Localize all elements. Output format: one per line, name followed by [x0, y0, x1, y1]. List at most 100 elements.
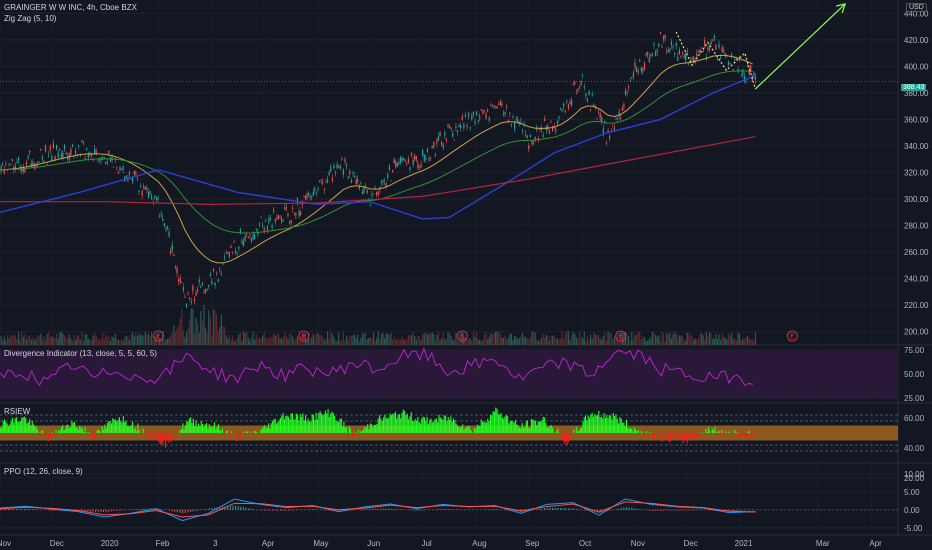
volume-bar [5, 340, 7, 345]
volume-bar [449, 332, 451, 345]
volume-bar [410, 334, 413, 345]
rsiew-bar [356, 433, 358, 438]
rsiew-bar [695, 433, 698, 437]
volume-bar [445, 339, 448, 345]
candle-body [363, 186, 365, 194]
candle-body [597, 111, 600, 113]
candle-body [696, 53, 698, 57]
volume-bar [185, 331, 188, 345]
volume-bar [594, 334, 596, 345]
candle-body [54, 155, 56, 161]
ppo-histogram-bar [15, 508, 17, 510]
rsiew-bar [126, 425, 128, 433]
rsiew-bar [645, 431, 647, 433]
candle-body [475, 111, 478, 116]
candle-body [73, 156, 75, 158]
candle-body [529, 134, 532, 137]
candle-body [658, 43, 660, 47]
candle-body [436, 139, 438, 144]
rsiew-bar [538, 421, 540, 433]
candle-body [144, 187, 146, 190]
candle-body [63, 145, 66, 150]
rsiew-bar [310, 421, 312, 433]
candle-body [637, 71, 639, 73]
candle-body [338, 166, 340, 168]
candle-body [628, 86, 630, 88]
volume-bar [391, 339, 394, 345]
candle-body [710, 41, 712, 45]
rsiew-bar [23, 416, 25, 433]
rsiew-bar [330, 413, 332, 433]
candle-body [639, 59, 641, 62]
volume-bar [220, 314, 223, 345]
candle-body [190, 301, 192, 303]
candle-body [208, 285, 210, 287]
candle-body [79, 155, 81, 156]
volume-bar [621, 332, 623, 345]
candle-body [300, 211, 302, 216]
volume-bar [143, 336, 145, 345]
volume-bar [51, 336, 53, 345]
volume-bar [655, 335, 657, 345]
rsiew-bar [462, 424, 464, 433]
ppo-histogram-bar [607, 509, 609, 512]
rsiew-bar [573, 429, 575, 433]
div-tick-label: 25.00 [904, 394, 925, 403]
rsiew-tick-label: 20.00 [904, 474, 925, 483]
volume-bar [455, 332, 457, 345]
rsiew-bar [739, 433, 741, 437]
rsiew-bar [734, 430, 736, 433]
volume-bar [506, 339, 508, 345]
rsiew-bar [528, 427, 530, 433]
rsiew-bar [39, 433, 41, 437]
candle-body [116, 166, 118, 168]
currency-button[interactable]: USD [906, 3, 927, 12]
rsiew-bar [379, 414, 381, 433]
volume-bar [422, 334, 424, 345]
volume-bar [371, 338, 373, 345]
volume-bar [651, 331, 654, 345]
candle-body [729, 63, 731, 65]
rsiew-bar [371, 424, 373, 433]
rsiew-bar [653, 433, 655, 441]
rsiew-bar [578, 430, 580, 433]
volume-bar [742, 339, 744, 345]
volume-bar [6, 335, 9, 345]
volume-bar [122, 340, 124, 345]
candle-body [542, 134, 544, 137]
rsiew-bar [651, 433, 653, 435]
ppo-histogram-bar [382, 508, 384, 510]
volume-bar [601, 339, 603, 345]
rsiew-bar [282, 413, 284, 433]
volume-bar [128, 339, 131, 345]
ppo-histogram-bar [110, 509, 112, 512]
candle-body [301, 203, 303, 206]
ppo-histogram-bar [253, 509, 255, 510]
candle-body [656, 49, 658, 52]
ppo-tick-label: -5.00 [904, 524, 923, 533]
rsiew-bar [353, 433, 356, 436]
ppo-histogram-bar [678, 509, 680, 511]
volume-bar [250, 337, 253, 345]
rsiew-bar [256, 431, 258, 433]
volume-bar [171, 332, 173, 345]
volume-bar [748, 338, 750, 345]
volume-bar [750, 339, 752, 345]
rsiew-bar [493, 411, 495, 433]
candle-body [531, 140, 533, 144]
volume-bar [223, 326, 226, 345]
ppo-histogram-bar [248, 508, 250, 510]
rsiew-bar [446, 421, 448, 433]
candle-body [566, 101, 568, 104]
candle-body [735, 58, 738, 60]
volume-bar [401, 336, 403, 345]
volume-bar [95, 336, 97, 345]
candle-body [60, 153, 62, 158]
volume-bar [618, 340, 620, 345]
ppo-histogram-bar [625, 507, 627, 510]
ppo-histogram-bar [633, 508, 635, 510]
candle-body [38, 161, 40, 163]
candle-body [653, 43, 655, 45]
volume-bar [680, 335, 682, 345]
